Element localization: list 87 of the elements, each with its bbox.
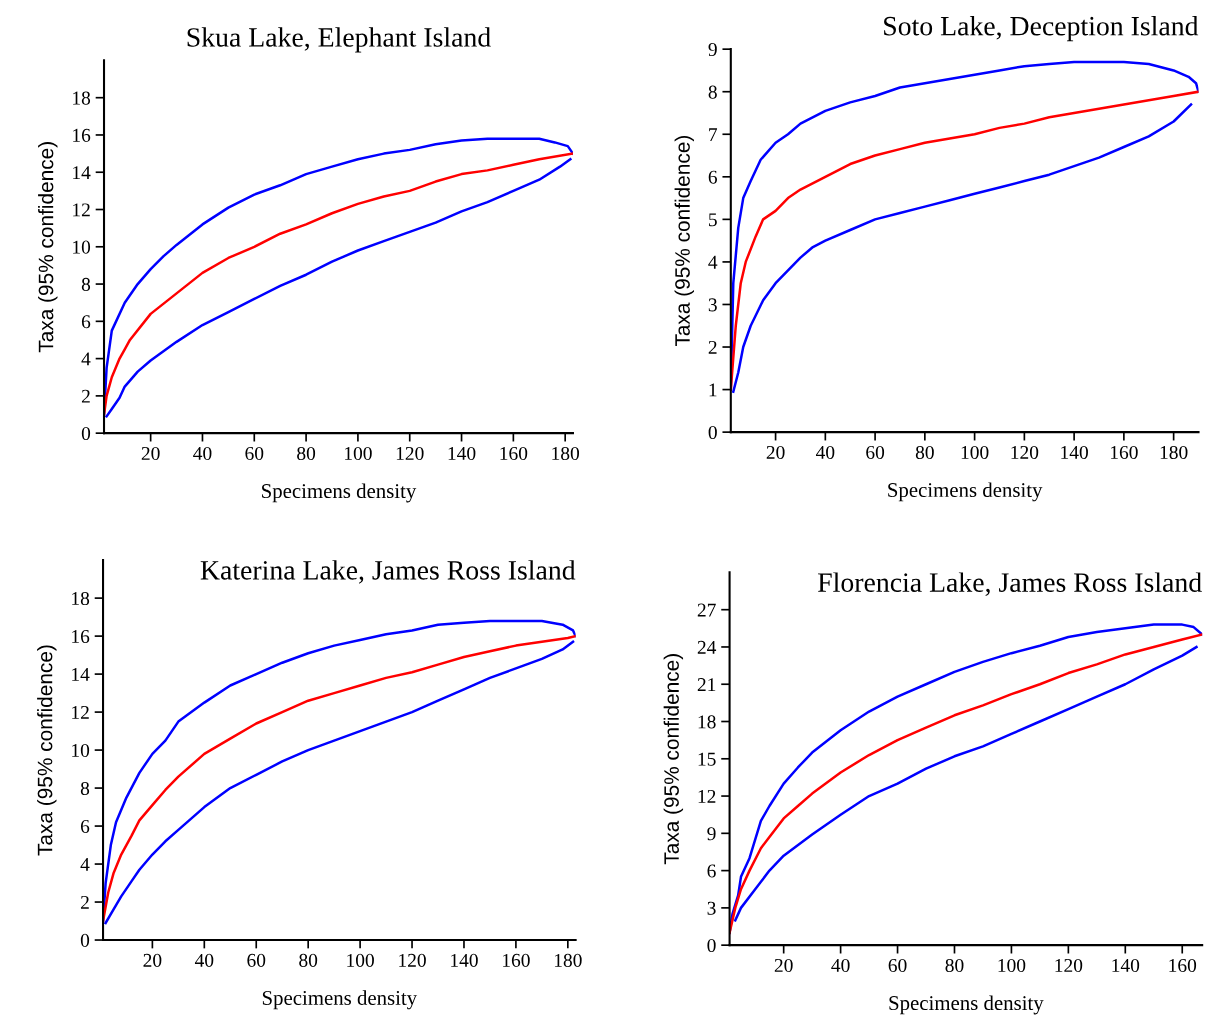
x-tick-label: 120 [1011,445,1039,460]
x-tick-label: 80 [297,446,316,461]
x-tick-label: 100 [961,445,989,460]
x-tick-label: 60 [866,445,885,460]
y-tick-label: 15 [698,752,716,766]
y-tick-label: 8 [80,781,90,796]
y-tick-label: 12 [698,789,716,803]
x-tick-label: 160 [1111,445,1138,460]
x-axis-title: Specimens density [889,995,1044,1015]
y-tick-label: 14 [72,668,90,681]
y-tick-label: 12 [72,705,89,719]
x-tick-label: 140 [1112,958,1140,973]
x-tick-label: 60 [245,446,264,461]
x-tick-label: 60 [247,953,266,967]
y-tick-label: 10 [73,240,91,254]
y-tick-label: 10 [72,743,90,758]
x-tick-label: 140 [451,953,478,967]
x-tick-label: 60 [888,958,907,973]
x-tick-label: 80 [299,953,318,967]
y-tick-label: 0 [708,425,717,440]
y-tick-label: 5 [709,213,717,227]
y-tick-label: 2 [81,389,90,403]
y-axis-title: Taxa (95% confidence) [37,645,57,856]
y-tick-label: 2 [708,340,717,354]
y-tick-label: 0 [80,933,90,947]
x-tick-label: 100 [998,958,1026,973]
y-axis-title: Taxa (95% confidence) [38,142,58,353]
y-tick-label: 8 [81,277,91,291]
x-tick-label: 120 [396,446,424,461]
x-tick-label: 160 [1169,958,1197,973]
y-tick-label: 18 [698,715,716,729]
y-tick-label: 14 [73,166,91,179]
x-tick-label: 40 [194,953,214,967]
y-tick-label: 3 [707,901,716,915]
y-tick-label: 8 [708,85,717,99]
x-tick-label: 20 [143,953,162,967]
x-tick-label: 100 [347,953,374,967]
x-axis-title: Specimens density [262,483,417,503]
x-tick-label: 160 [503,953,530,967]
y-tick-label: 12 [73,203,90,217]
y-tick-label: 0 [81,426,91,441]
x-tick-label: 120 [399,953,426,967]
y-tick-label: 4 [708,255,718,269]
y-tick-label: 4 [80,858,90,871]
y-tick-label: 18 [72,591,90,606]
y-tick-label: 18 [73,91,91,105]
y-tick-label: 9 [708,43,717,57]
chart-title: Soto Lake, Deception Island [884,15,1199,42]
y-axis-title: Taxa (95% confidence) [674,135,694,347]
x-tick-label: 140 [1061,445,1088,460]
x-tick-label: 180 [1160,445,1188,460]
y-tick-label: 24 [697,640,717,654]
x-tick-label: 40 [193,446,212,461]
y-tick-label: 6 [81,315,91,329]
y-tick-label: 16 [72,629,90,644]
chart-title: Katerina Lake, James Ross Island [200,560,576,584]
x-tick-label: 20 [774,958,793,973]
x-tick-label: 40 [831,958,850,973]
y-tick-label: 27 [697,603,716,617]
y-tick-label: 7 [709,128,718,141]
x-tick-label: 180 [552,446,580,461]
x-tick-label: 40 [816,445,835,460]
y-tick-label: 0 [707,938,716,953]
x-tick-label: 160 [500,446,528,461]
x-tick-label: 140 [448,446,476,461]
x-tick-label: 120 [1055,958,1083,973]
y-tick-label: 3 [708,298,717,312]
y-tick-label: 9 [707,827,716,841]
x-tick-label: 80 [915,445,934,460]
chart-title: Skua Lake, Elephant Island [187,27,491,53]
x-tick-label: 80 [945,958,964,973]
y-tick-label: 2 [80,895,89,909]
y-tick-label: 6 [707,864,716,878]
y-tick-label: 4 [81,352,91,366]
y-tick-label: 21 [697,678,716,691]
x-tick-label: 20 [141,446,160,461]
chart-title: Florencia Lake, James Ross Island [818,572,1202,596]
y-tick-label: 6 [80,819,90,833]
y-axis-title: Taxa (95% confidence) [663,654,684,865]
y-tick-label: 16 [73,128,91,142]
x-axis-title: Specimens density [888,482,1043,502]
y-tick-label: 6 [708,170,718,184]
x-axis-title: Specimens density [262,990,418,1010]
x-tick-label: 100 [345,446,372,461]
x-tick-label: 180 [554,953,582,967]
x-tick-label: 20 [766,445,785,460]
y-tick-label: 1 [709,383,717,397]
